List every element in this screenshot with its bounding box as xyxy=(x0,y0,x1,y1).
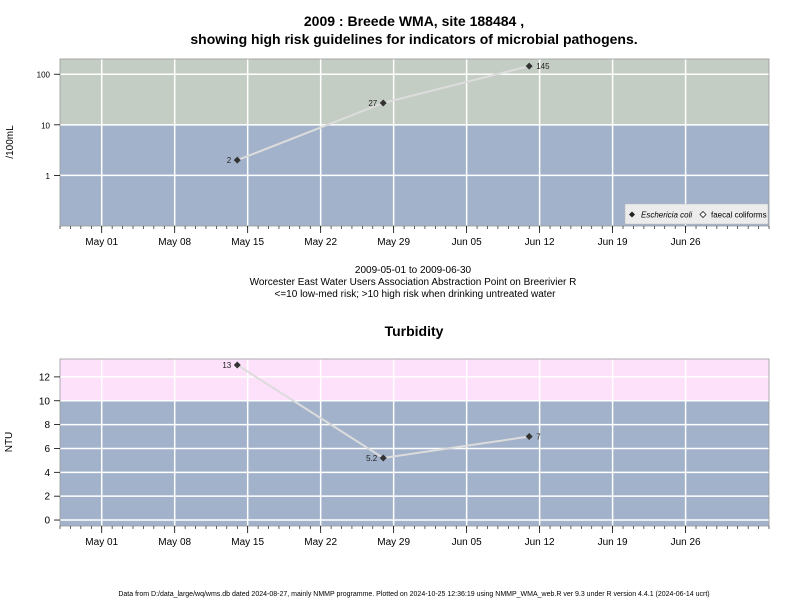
legend-marker-open xyxy=(699,210,707,219)
y-tick-label: 8 xyxy=(44,420,50,431)
high-risk-band xyxy=(60,59,769,125)
x-tick-label: May 15 xyxy=(231,537,264,548)
data-label: 5.2 xyxy=(366,454,378,463)
y-tick-label: 4 xyxy=(44,468,50,479)
data-label: 27 xyxy=(368,99,377,108)
y-tick-label: 2 xyxy=(44,492,50,503)
data-label: 7 xyxy=(536,433,541,442)
data-series: 135.27 xyxy=(222,361,541,463)
data-point xyxy=(379,454,387,462)
data-point xyxy=(379,99,387,107)
legend-label-faecal: faecal coliforms xyxy=(711,211,767,220)
y-axis: 1 10 100 xyxy=(37,71,60,181)
data-point xyxy=(233,156,241,164)
x-tick-label: Jun 26 xyxy=(671,537,701,548)
x-tick-label: Jun 12 xyxy=(525,537,555,548)
x-axis: May 01 May 08 May 15 May 22 May 29 Jun 05 Jun … xyxy=(59,226,770,248)
x-tick-label: Jun 12 xyxy=(525,237,555,248)
footer-note: Data from D:/data_large/wq/wms.db dated … xyxy=(118,591,709,598)
high-risk-band xyxy=(60,359,769,401)
date-range: 2009-05-01 to 2009-06-30 xyxy=(355,265,472,276)
gridlines xyxy=(59,58,770,227)
site-description: Worcester East Water Users Association A… xyxy=(250,277,577,288)
y-tick-label: 12 xyxy=(39,372,51,383)
data-point xyxy=(525,433,533,441)
data-series: 2 27 145 xyxy=(227,62,550,165)
data-label: 2 xyxy=(227,156,232,165)
x-tick-label: May 01 xyxy=(85,537,118,548)
low-risk-band xyxy=(60,400,769,526)
y-axis-label: NTU xyxy=(4,432,15,453)
chart-title-line2: showing high risk guidelines for indicat… xyxy=(190,31,637,47)
x-tick-label: May 29 xyxy=(377,537,410,548)
y-axis-label: /100mL xyxy=(5,125,16,159)
legend-marker-filled xyxy=(629,211,635,218)
x-tick-label: May 22 xyxy=(304,237,337,248)
y-tick-label: 10 xyxy=(39,396,51,407)
data-label: 13 xyxy=(222,361,231,370)
data-point xyxy=(233,361,241,369)
turbidity-panel: 0 2 4 6 8 10 12 May 01 May 08 May 15 May 22 May 29… xyxy=(4,358,770,548)
gridlines xyxy=(59,358,770,527)
x-axis: May 01 May 08 May 15 May 22 May 29 Jun 05 Jun … xyxy=(59,526,770,548)
x-tick-label: Jun 05 xyxy=(452,537,482,548)
y-tick-label: 0 xyxy=(44,516,50,527)
y-tick-label: 1 xyxy=(46,172,51,181)
legend: Eschericia coli faecal coliforms xyxy=(624,203,769,225)
y-tick-label: 6 xyxy=(44,444,50,455)
chart-title-line1: 2009 : Breede WMA, site 188484 , xyxy=(304,13,524,29)
legend-label-ecoli: Eschericia coli xyxy=(641,211,692,220)
turbidity-title: Turbidity xyxy=(385,323,444,339)
risk-bands xyxy=(60,359,769,526)
data-point xyxy=(525,62,533,70)
risk-bands xyxy=(60,59,769,226)
x-tick-label: May 15 xyxy=(231,237,264,248)
x-tick-label: May 22 xyxy=(304,537,337,548)
x-tick-label: May 08 xyxy=(158,237,191,248)
data-label: 145 xyxy=(536,62,550,71)
microbial-panel: 1 10 100 May 01 May 08 May 15 May 22 May 29 Jun… xyxy=(5,58,770,248)
x-tick-label: Jun 19 xyxy=(598,537,628,548)
y-tick-label: 100 xyxy=(37,71,51,80)
x-tick-label: Jun 26 xyxy=(671,237,701,248)
y-axis: 0 2 4 6 8 10 12 xyxy=(39,372,60,527)
y-tick-label: 10 xyxy=(41,121,50,130)
legend-box xyxy=(624,203,769,225)
x-tick-label: Jun 19 xyxy=(598,237,628,248)
risk-note: <=10 low-med risk; >10 high risk when dr… xyxy=(275,289,557,300)
x-tick-label: May 01 xyxy=(85,237,118,248)
x-tick-label: May 29 xyxy=(377,237,410,248)
x-tick-label: Jun 05 xyxy=(452,237,482,248)
x-tick-label: May 08 xyxy=(158,537,191,548)
